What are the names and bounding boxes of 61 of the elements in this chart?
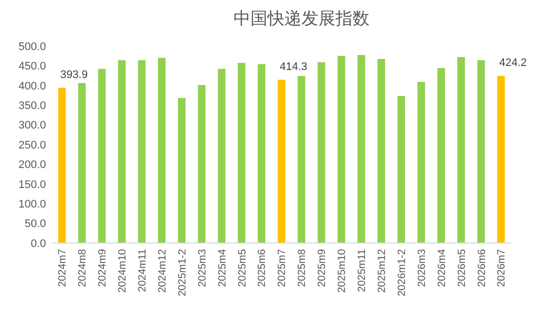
bar (338, 56, 346, 243)
x-tick-label: 2025m3 (196, 248, 208, 287)
data-label: 424.2 (499, 56, 527, 69)
x-tick-label: 2024m8 (76, 248, 89, 287)
x-tick-label: 2024m12 (156, 248, 168, 293)
y-tick-label: 400.0 (18, 80, 46, 92)
x-tick-label: 2026m5 (456, 248, 468, 287)
bar (258, 64, 266, 243)
y-tick-label: 450.0 (18, 60, 46, 73)
bar (118, 60, 126, 243)
y-tick-label: 50.0 (24, 218, 46, 230)
x-tick-label: 2025m11 (356, 248, 368, 292)
bar (198, 85, 206, 243)
x-tick-label: 2024m10 (116, 248, 129, 293)
chart-title: 中国快递发展指数 (234, 9, 370, 29)
x-tick-label: 2026m1-2 (396, 248, 408, 296)
bar (78, 83, 86, 243)
bar (417, 82, 425, 243)
y-tick-label: 300.0 (18, 120, 46, 132)
bar (397, 96, 406, 243)
x-tick-label: 2025m5 (236, 248, 248, 287)
bar (457, 57, 465, 243)
bar (58, 88, 66, 243)
x-tick-label: 2024m9 (96, 248, 109, 287)
data-label: 414.3 (280, 60, 308, 73)
bar (178, 98, 186, 243)
bar (298, 76, 306, 243)
x-tick-label: 2025m1-2 (176, 248, 188, 296)
y-tick-label: 350.0 (18, 100, 46, 112)
bar (377, 59, 386, 243)
x-tick-label: 2024m11 (136, 248, 148, 292)
y-tick-label: 0.0 (30, 238, 46, 250)
x-tick-label: 2025m8 (296, 248, 308, 287)
x-tick-label: 2025m7 (276, 248, 288, 287)
x-tick-label: 2026m4 (436, 248, 448, 287)
bar (497, 76, 505, 243)
x-tick-label: 2026m6 (476, 248, 488, 287)
y-tick-label: 250.0 (18, 139, 46, 152)
x-tick-label: 2025m6 (256, 248, 268, 287)
bar (358, 55, 366, 243)
y-tick-label: 100.0 (18, 198, 46, 210)
x-tick-label: 2025m10 (336, 248, 348, 293)
x-tick-label: 2025m9 (316, 248, 328, 287)
x-tick-label: 2026m7 (496, 248, 508, 287)
bar (318, 62, 326, 243)
bar (158, 58, 166, 243)
bar (278, 80, 286, 243)
data-label: 393.9 (60, 68, 88, 81)
x-tick-label: 2026m3 (416, 248, 428, 287)
x-tick-label: 2025m12 (376, 248, 388, 293)
x-tick-label: 2024m7 (56, 248, 69, 287)
bar (238, 62, 246, 243)
y-tick-label: 150.0 (18, 178, 46, 191)
y-tick-label: 200.0 (18, 159, 46, 172)
bar (218, 68, 226, 243)
bar (138, 60, 146, 243)
bar (98, 68, 106, 243)
y-tick-label: 500.0 (18, 40, 46, 53)
bar (437, 68, 445, 243)
bar (477, 60, 485, 243)
x-tick-label: 2025m4 (216, 248, 228, 287)
